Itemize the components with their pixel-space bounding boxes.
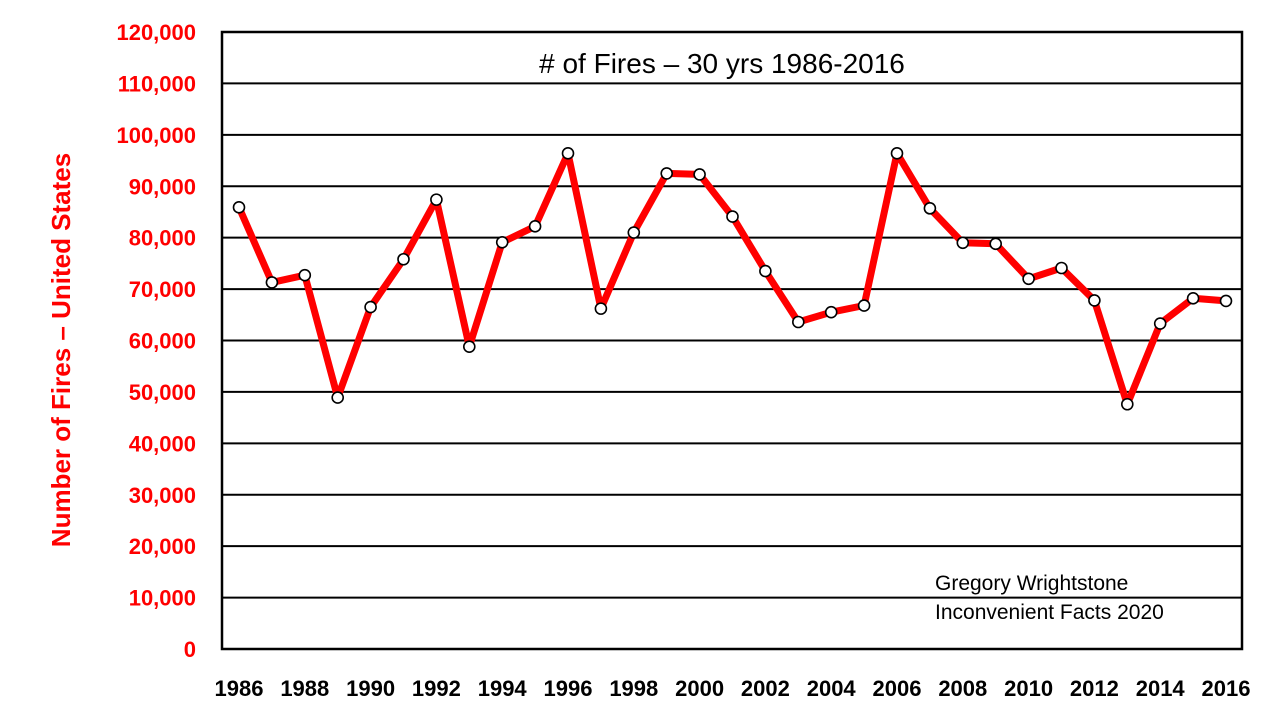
x-tick-label: 2012 <box>1070 676 1119 701</box>
data-point <box>298 268 312 282</box>
x-tick-label: 1990 <box>346 676 395 701</box>
plot-frame <box>220 30 1244 651</box>
data-point <box>265 276 279 289</box>
data-point <box>430 193 443 206</box>
data-point <box>857 299 871 312</box>
data-point <box>594 302 608 315</box>
x-tick-label: 2002 <box>741 676 790 701</box>
y-tick-label: 40,000 <box>129 431 196 456</box>
data-point <box>1088 294 1101 307</box>
data-point <box>528 220 542 233</box>
x-tick-label: 2000 <box>675 676 724 701</box>
data-points <box>232 147 1233 411</box>
x-tick-label: 1998 <box>609 676 658 701</box>
x-tick-label: 1996 <box>544 676 593 701</box>
data-point <box>1219 294 1233 308</box>
y-tick-label: 60,000 <box>129 329 196 354</box>
series-line <box>235 149 1230 408</box>
x-tick-label: 1988 <box>280 676 329 701</box>
x-axis-ticks: 1986 1988 1990 1992 1994 1996 1998 2000 2002 2004… <box>215 676 1251 701</box>
data-point <box>495 235 509 249</box>
data-point <box>627 226 641 239</box>
y-tick-label: 110,000 <box>118 71 196 96</box>
data-point <box>397 252 410 266</box>
data-point <box>232 201 246 214</box>
data-point <box>759 264 772 278</box>
data-point <box>364 300 377 314</box>
y-tick-label: 70,000 <box>129 277 196 302</box>
data-point <box>726 210 739 223</box>
data-point <box>923 202 937 215</box>
y-tick-label: 0 <box>184 637 196 662</box>
data-point <box>1022 272 1035 286</box>
data-point <box>1121 397 1134 411</box>
data-point <box>331 391 345 404</box>
data-point <box>1055 261 1068 275</box>
y-tick-label: 20,000 <box>129 534 196 559</box>
y-tick-label: 120,000 <box>116 20 196 45</box>
data-point <box>1186 292 1200 305</box>
data-point <box>791 315 805 329</box>
x-tick-label: 1992 <box>412 676 461 701</box>
y-axis-ticks: 0 10,000 20,000 30,000 40,000 50,000 60,000 70,… <box>116 20 196 662</box>
credit-author: Gregory Wrightstone <box>935 572 1128 595</box>
data-point <box>660 167 674 180</box>
data-point <box>561 147 575 160</box>
data-point <box>824 305 838 319</box>
y-tick-label: 90,000 <box>129 174 196 199</box>
x-tick-label: 2016 <box>1202 676 1251 701</box>
x-tick-label: 2014 <box>1136 676 1186 701</box>
y-tick-label: 100,000 <box>116 123 196 148</box>
x-tick-label: 1986 <box>215 676 264 701</box>
y-tick-label: 80,000 <box>129 226 196 251</box>
y-axis-label: Number of Fires – United States <box>46 153 76 547</box>
data-point <box>693 168 706 181</box>
x-tick-label: 1994 <box>478 676 528 701</box>
credit-source: Inconvenient Facts 2020 <box>935 601 1164 624</box>
data-point <box>890 147 904 160</box>
y-tick-label: 30,000 <box>129 483 196 508</box>
data-point <box>989 237 1003 251</box>
x-tick-label: 2004 <box>807 676 857 701</box>
data-point <box>1153 317 1167 330</box>
gridlines <box>222 82 1242 599</box>
chart-title: # of Fires – 30 yrs 1986-2016 <box>539 48 905 79</box>
data-point <box>462 340 476 353</box>
data-point <box>956 236 970 250</box>
x-tick-label: 2006 <box>873 676 922 701</box>
y-tick-label: 10,000 <box>129 586 196 611</box>
x-tick-label: 2010 <box>1004 676 1053 701</box>
y-tick-label: 50,000 <box>129 380 196 405</box>
x-tick-label: 2008 <box>938 676 987 701</box>
